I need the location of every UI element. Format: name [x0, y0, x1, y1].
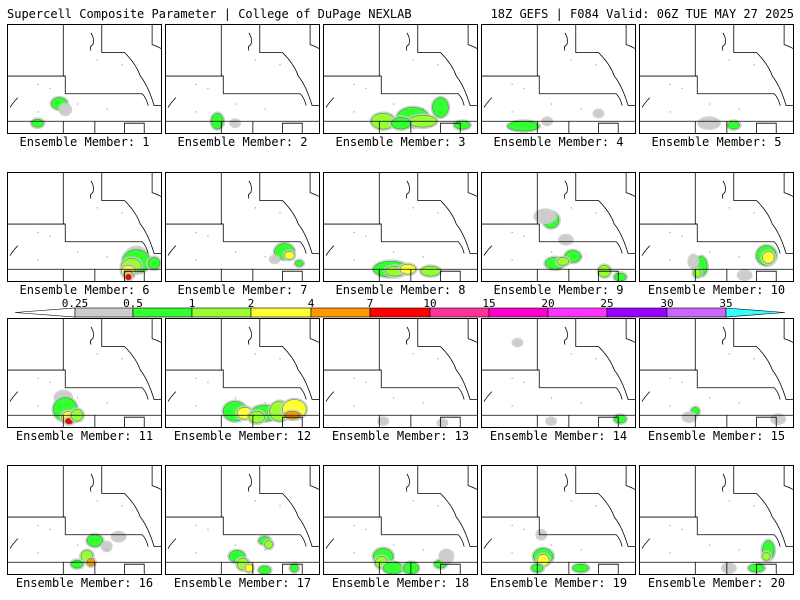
- colorbar-tick-label: 25: [600, 297, 614, 310]
- member-label: Ensemble Member: 3: [335, 135, 466, 149]
- page-title: Supercell Composite Parameter | College …: [7, 7, 412, 21]
- member-label: Ensemble Member: 10: [647, 283, 786, 297]
- ensemble-panel-6: [7, 172, 162, 282]
- member-label: Ensemble Member: 8: [335, 283, 466, 297]
- colorbar-tick-label: 4: [307, 297, 315, 310]
- member-map: [482, 319, 635, 427]
- member-label: Ensemble Member: 19: [489, 576, 628, 590]
- ensemble-panel-12: [165, 318, 320, 428]
- ensemble-panel-18: [323, 465, 478, 575]
- member-map: [166, 25, 319, 133]
- member-map: [324, 25, 477, 133]
- ensemble-panel-10: [639, 172, 794, 282]
- colorbar-segment: [369, 307, 431, 318]
- ensemble-panel-15: [639, 318, 794, 428]
- ensemble-panel-8: [323, 172, 478, 282]
- member-map: [640, 319, 793, 427]
- ensemble-panel-3: [323, 24, 478, 134]
- colorbar-tick-label: 2: [247, 297, 255, 310]
- model-run-info: 18Z GEFS | F084 Valid: 06Z TUE MAY 27 20…: [490, 7, 794, 21]
- colorbar-segment: [606, 307, 668, 318]
- member-label: Ensemble Member: 7: [177, 283, 308, 297]
- member-label: Ensemble Member: 5: [651, 135, 782, 149]
- ensemble-panel-13: [323, 318, 478, 428]
- colorbar-tick-label: 20: [541, 297, 555, 310]
- member-label: Ensemble Member: 1: [19, 135, 150, 149]
- member-map: [482, 173, 635, 281]
- member-label: Ensemble Member: 14: [489, 429, 628, 443]
- ensemble-panel-7: [165, 172, 320, 282]
- colorbar-segment: [666, 307, 727, 318]
- member-label: Ensemble Member: 20: [647, 576, 786, 590]
- ensemble-panel-4: [481, 24, 636, 134]
- ensemble-panel-16: [7, 465, 162, 575]
- colorbar-tick-label: 0.5: [123, 297, 143, 310]
- colorbar-segment: [488, 307, 549, 318]
- member-map: [8, 25, 161, 133]
- member-map: [640, 466, 793, 574]
- colorbar-arrow-high: [725, 307, 786, 318]
- colorbar-tick-label: 7: [366, 297, 374, 310]
- member-map: [324, 319, 477, 427]
- colorbar-segment: [547, 307, 608, 318]
- ensemble-panel-11: [7, 318, 162, 428]
- ensemble-panel-14: [481, 318, 636, 428]
- member-map: [324, 173, 477, 281]
- colorbar-tick-label: 30: [660, 297, 674, 310]
- colorbar-tick-label: 0.25: [61, 297, 89, 310]
- member-map: [482, 25, 635, 133]
- ensemble-panel-9: [481, 172, 636, 282]
- member-map: [166, 466, 319, 574]
- ensemble-panel-5: [639, 24, 794, 134]
- ensemble-panel-19: [481, 465, 636, 575]
- member-label: Ensemble Member: 6: [19, 283, 150, 297]
- colorbar-segment: [429, 307, 490, 318]
- colorbar-tick-label: 10: [423, 297, 437, 310]
- ensemble-panel-2: [165, 24, 320, 134]
- member-label: Ensemble Member: 18: [331, 576, 470, 590]
- member-label: Ensemble Member: 4: [493, 135, 624, 149]
- member-map: [166, 319, 319, 427]
- colorbar-segment: [310, 307, 371, 318]
- colorbar-tick-label: 1: [188, 297, 196, 310]
- member-map: [166, 173, 319, 281]
- member-label: Ensemble Member: 11: [15, 429, 154, 443]
- ensemble-panel-17: [165, 465, 320, 575]
- ensemble-panel-1: [7, 24, 162, 134]
- member-label: Ensemble Member: 15: [647, 429, 786, 443]
- member-map: [8, 319, 161, 427]
- member-label: Ensemble Member: 16: [15, 576, 154, 590]
- ensemble-panel-20: [639, 465, 794, 575]
- colorbar-tick-label: 15: [482, 297, 496, 310]
- member-label: Ensemble Member: 12: [173, 429, 312, 443]
- member-label: Ensemble Member: 2: [177, 135, 308, 149]
- member-map: [324, 466, 477, 574]
- member-map: [482, 466, 635, 574]
- member-map: [8, 173, 161, 281]
- member-map: [640, 25, 793, 133]
- member-label: Ensemble Member: 17: [173, 576, 312, 590]
- member-map: [8, 466, 161, 574]
- member-label: Ensemble Member: 9: [493, 283, 624, 297]
- colorbar-segment: [191, 307, 252, 318]
- member-map: [640, 173, 793, 281]
- colorbar-tick-label: 35: [719, 297, 733, 310]
- colorbar-segment: [250, 307, 312, 318]
- member-label: Ensemble Member: 13: [331, 429, 470, 443]
